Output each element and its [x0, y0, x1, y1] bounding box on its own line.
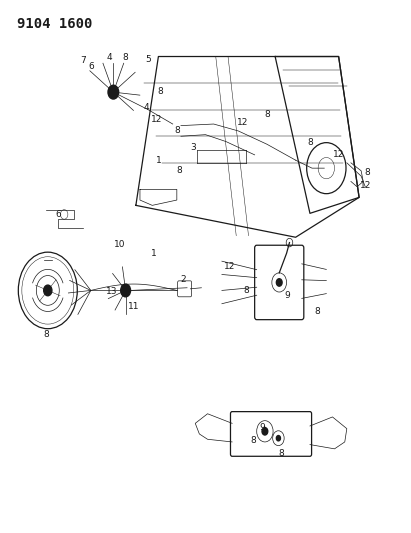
Text: 6: 6 — [88, 62, 94, 70]
Circle shape — [44, 285, 52, 296]
Text: 2: 2 — [180, 275, 186, 284]
Text: 9: 9 — [284, 291, 290, 300]
Text: 13: 13 — [106, 287, 117, 296]
Text: 4: 4 — [143, 102, 149, 111]
Text: 4: 4 — [106, 53, 112, 62]
Text: 8: 8 — [176, 166, 182, 175]
Text: 12: 12 — [237, 118, 248, 127]
Circle shape — [108, 85, 119, 99]
Circle shape — [262, 427, 268, 435]
Text: 8: 8 — [244, 286, 249, 295]
Text: 8: 8 — [307, 138, 313, 147]
Text: 8: 8 — [314, 307, 320, 316]
Circle shape — [121, 284, 131, 297]
Text: 8: 8 — [157, 86, 163, 95]
Circle shape — [276, 279, 282, 286]
Text: 12: 12 — [151, 115, 162, 124]
Text: 10: 10 — [114, 240, 125, 249]
Text: 9: 9 — [259, 423, 265, 432]
Text: 6: 6 — [55, 210, 61, 219]
Text: 8: 8 — [123, 53, 129, 62]
Text: 11: 11 — [128, 302, 140, 311]
Text: 12: 12 — [360, 181, 372, 190]
Text: 1: 1 — [151, 249, 157, 258]
Text: 8: 8 — [43, 330, 48, 339]
Text: 8: 8 — [264, 110, 270, 119]
Text: 5: 5 — [145, 55, 151, 63]
Text: 3: 3 — [190, 143, 196, 152]
Circle shape — [276, 435, 280, 441]
Text: 1: 1 — [155, 156, 161, 165]
Text: 12: 12 — [333, 150, 344, 159]
Text: 8: 8 — [278, 449, 284, 458]
Text: 7: 7 — [80, 56, 85, 64]
Text: 8: 8 — [364, 168, 370, 177]
Text: 8: 8 — [174, 126, 180, 135]
Text: 12: 12 — [224, 262, 235, 271]
Text: 9104 1600: 9104 1600 — [17, 17, 92, 30]
Text: 8: 8 — [251, 436, 256, 445]
